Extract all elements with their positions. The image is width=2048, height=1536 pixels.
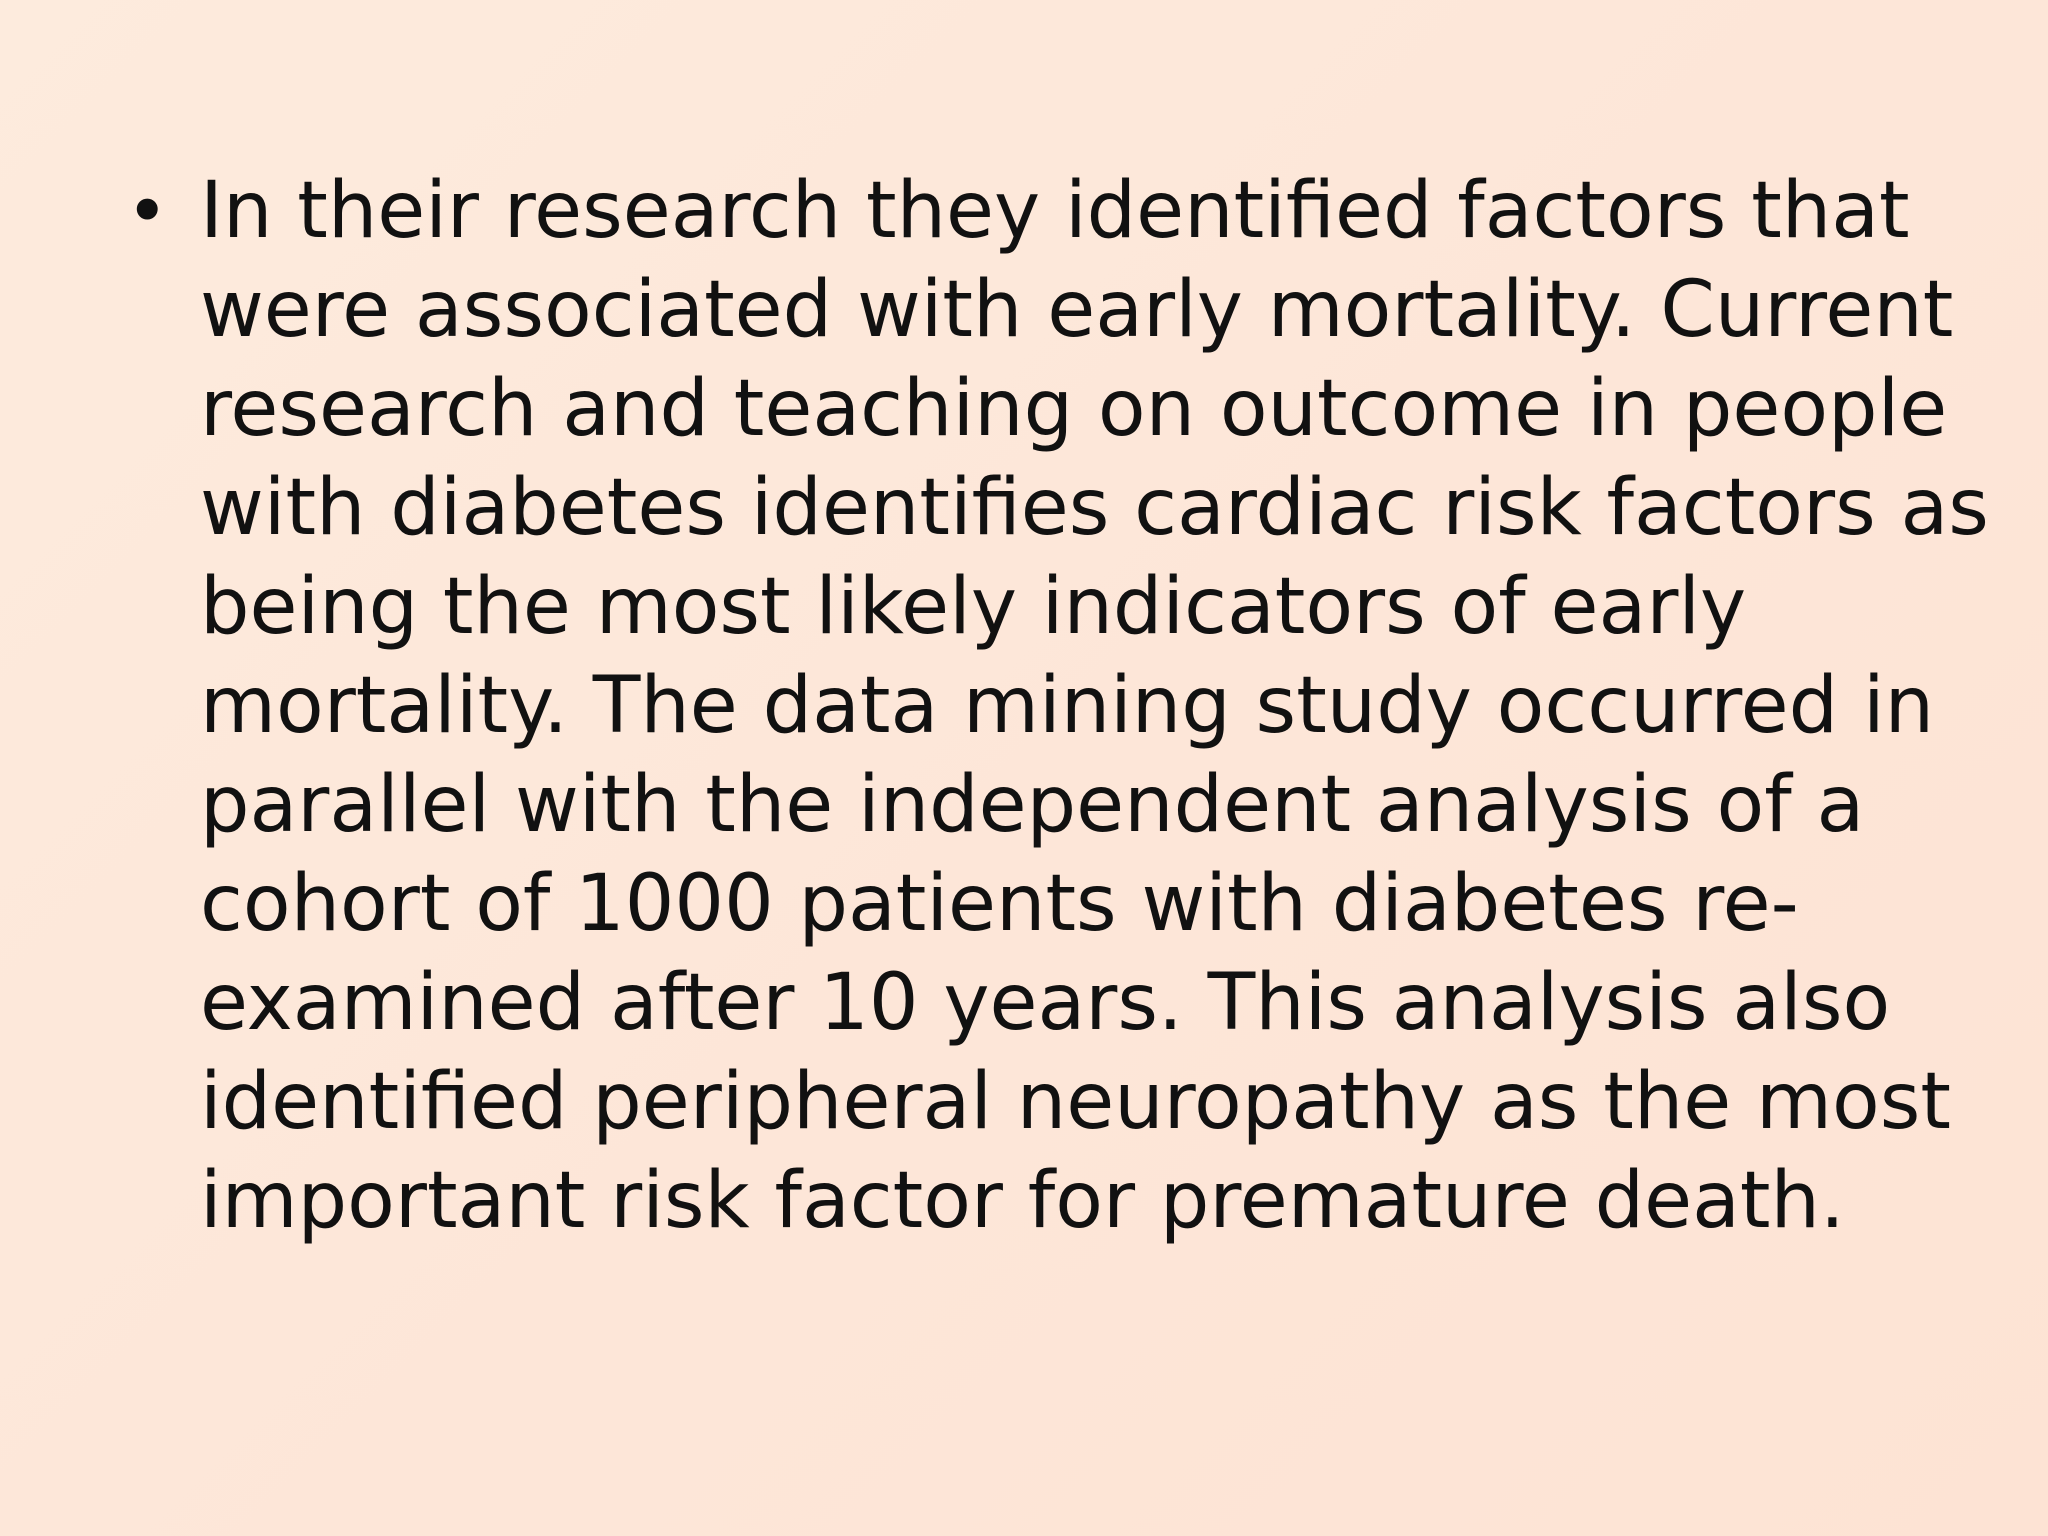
- bullet-text-line: examined after 10 years. This analysis a…: [200, 958, 1891, 1048]
- bullet-text-line: identified peripheral neuropathy as the …: [200, 1057, 1951, 1147]
- bullet-text-line: being the most likely indicators of earl…: [200, 562, 1747, 652]
- bullet-text-line: important risk factor for premature deat…: [200, 1156, 1845, 1246]
- bullet-text-line: with diabetes identifies cardiac risk fa…: [200, 463, 1989, 553]
- bullet-text-line: were associated with early mortality. Cu…: [200, 265, 1954, 355]
- bullet-text-line: research and teaching on outcome in peop…: [200, 364, 1948, 454]
- bullet-marker: •: [126, 169, 169, 253]
- bullet-text-line: cohort of 1000 patients with diabetes re…: [200, 859, 1799, 949]
- bullet-item: • In their research they identified fact…: [120, 162, 1989, 1251]
- bullet-text-line: mortality. The data mining study occurre…: [200, 661, 1935, 751]
- slide-body: • In their research they identified fact…: [120, 162, 1989, 1251]
- bullet-text-line: parallel with the independent analysis o…: [200, 760, 1865, 850]
- bullet-text-line: In their research they identified factor…: [200, 166, 1910, 256]
- bullet-list: • In their research they identified fact…: [120, 162, 1989, 1251]
